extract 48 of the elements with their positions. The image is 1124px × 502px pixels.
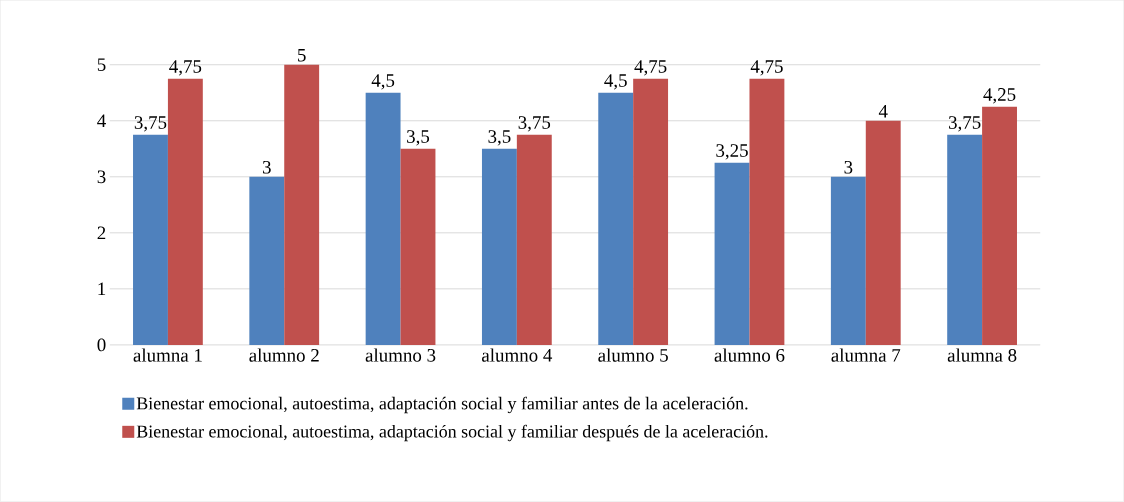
data-label: 4,75 <box>634 60 667 76</box>
legend-label: Bienestar emocional, autoestima, adaptación social y familiar antes de la aceleración. <box>136 396 748 414</box>
y-tick-label: 0 <box>97 338 106 352</box>
bar <box>982 106 1017 346</box>
bar <box>598 92 634 346</box>
bar <box>516 134 552 346</box>
bar <box>947 134 983 346</box>
data-label: 4,75 <box>750 60 783 76</box>
legend-label: Bienestar emocional, autoestima, adaptación social y familiar después de la aceleración. <box>136 424 768 442</box>
y-tick-label: 5 <box>97 58 106 72</box>
bar <box>830 176 866 346</box>
bar <box>749 78 785 346</box>
data-label: 4 <box>878 105 888 118</box>
bar <box>633 78 669 346</box>
bar <box>714 162 750 346</box>
bar <box>167 78 203 346</box>
bar <box>400 148 436 346</box>
data-label: 3,5 <box>407 130 430 146</box>
data-label: 3,75 <box>948 116 981 132</box>
x-tick-label: alumna 7 <box>831 348 901 362</box>
y-tick-label: 2 <box>97 226 106 240</box>
y-tick-label: 1 <box>98 282 106 296</box>
data-label: 4,5 <box>371 74 395 90</box>
bar <box>481 148 517 346</box>
y-tick-label: 4 <box>97 114 106 128</box>
x-tick-label: alumno 6 <box>714 348 785 362</box>
data-label: 3,5 <box>488 130 511 146</box>
data-label: 4,5 <box>604 74 627 90</box>
data-label: 3 <box>262 161 271 174</box>
data-label: 4,75 <box>169 60 202 76</box>
data-label: 3,75 <box>134 116 167 132</box>
data-label: 3,25 <box>716 144 748 160</box>
data-label: 4,25 <box>983 88 1016 104</box>
x-tick-label: alumno 2 <box>249 348 319 362</box>
y-tick-label: 3 <box>97 170 106 184</box>
bar <box>133 134 168 346</box>
data-label: 5 <box>298 49 306 62</box>
x-tick-label: alumna 8 <box>947 348 1017 362</box>
bar <box>284 64 320 346</box>
x-tick-label: alumno 3 <box>365 348 436 362</box>
bar <box>249 176 285 346</box>
data-label: 3,75 <box>518 116 551 132</box>
data-label: 3 <box>844 161 853 174</box>
x-tick-label: alumno 4 <box>482 348 553 362</box>
bar <box>365 92 401 346</box>
x-tick-label: alumna 1 <box>133 348 202 362</box>
x-tick-label: alumno 5 <box>598 348 668 362</box>
bar <box>865 120 901 346</box>
